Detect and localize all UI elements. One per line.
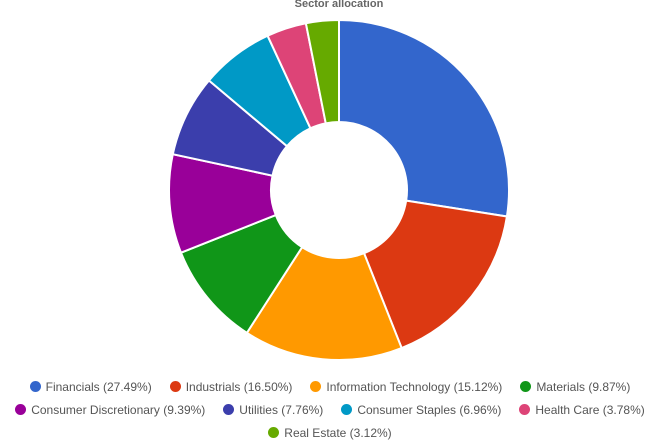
legend-item[interactable]: Materials (9.87%) xyxy=(520,378,630,395)
legend-marker xyxy=(169,381,181,392)
legend-label: Real Estate (3.12%) xyxy=(284,425,392,440)
slice xyxy=(245,245,403,361)
legend-item[interactable]: Financials (27.49%) xyxy=(29,378,152,395)
slice xyxy=(362,199,509,350)
legend-item[interactable]: Consumer Staples (6.96%) xyxy=(341,401,501,418)
slice xyxy=(304,18,340,125)
legend-label: Consumer Staples (6.96%) xyxy=(357,402,502,417)
legend-label: Industrials (16.50%) xyxy=(185,379,293,394)
legend-label: Information Technology (15.12%) xyxy=(326,379,503,394)
legend-label: Consumer Discretionary (9.39%) xyxy=(31,402,206,417)
legend-label: Health Care (3.78%) xyxy=(535,402,645,417)
legend-marker xyxy=(15,404,27,415)
legend-marker xyxy=(520,381,532,392)
legend-marker xyxy=(223,404,235,415)
legend-item[interactable]: Real Estate (3.12%) xyxy=(268,424,392,441)
slice xyxy=(338,18,510,218)
chart-title: Sector allocation xyxy=(295,0,384,10)
legend-item[interactable]: Consumer Discretionary (9.39%) xyxy=(15,401,205,418)
legend-marker xyxy=(268,427,280,438)
legend-marker xyxy=(29,381,41,392)
legend-label: Financials (27.49%) xyxy=(45,379,152,394)
legend-item[interactable]: Health Care (3.78%) xyxy=(519,401,645,418)
legend-item[interactable]: Information Technology (15.12%) xyxy=(310,378,502,395)
chart-area: Sector allocation xyxy=(168,0,510,361)
legend: Financials (27.49%) Industrials (16.50%) I… xyxy=(14,378,646,441)
legend-label: Materials (9.87%) xyxy=(536,379,631,394)
legend-marker xyxy=(310,381,322,392)
legend-marker xyxy=(341,404,353,415)
legend-label: Utilities (7.76%) xyxy=(239,402,324,417)
legend-marker xyxy=(519,404,531,415)
legend-item[interactable]: Utilities (7.76%) xyxy=(223,401,323,418)
legend-item[interactable]: Industrials (16.50%) xyxy=(169,378,293,395)
